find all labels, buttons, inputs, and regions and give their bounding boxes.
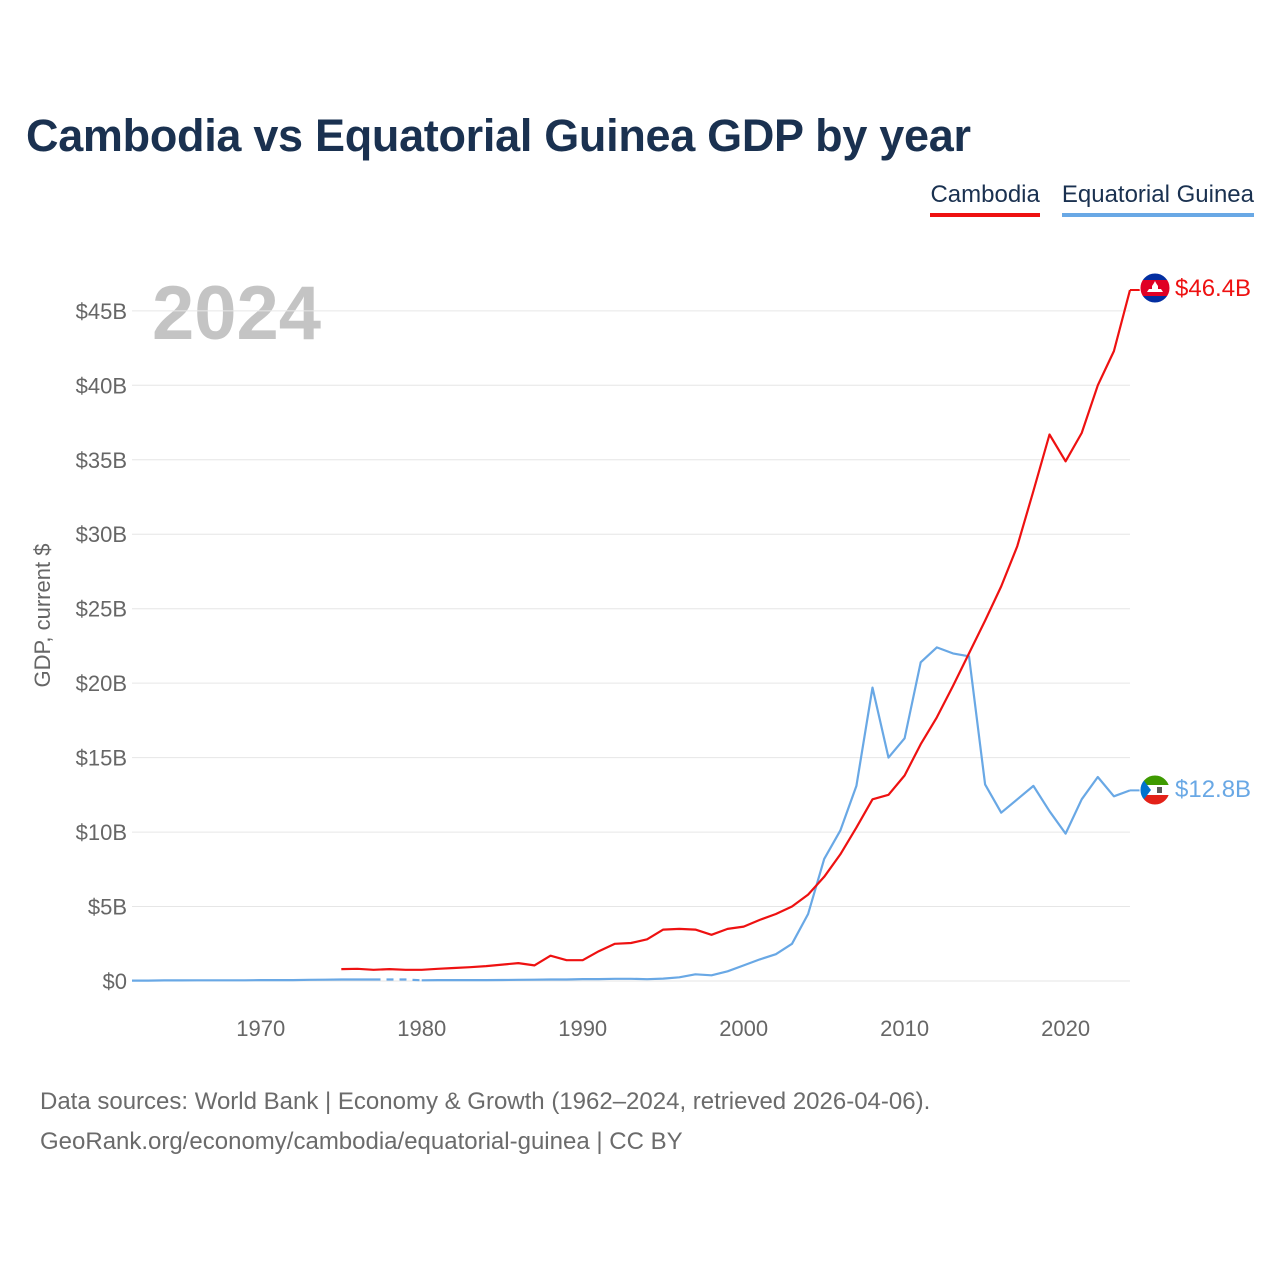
y-tick-label: $30B: [76, 522, 127, 547]
chart-title: Cambodia vs Equatorial Guinea GDP by yea…: [26, 110, 971, 161]
series-line-equatorial-guinea: [132, 646, 1131, 982]
equatorial-guinea-flag-icon: [1139, 774, 1171, 806]
y-axis-label: GDP, current $: [30, 544, 55, 688]
y-tick-label: $20B: [76, 671, 127, 696]
footer-link[interactable]: GeoRank.org/economy/cambodia/equatorial-…: [40, 1128, 683, 1155]
y-tick-label: $40B: [76, 373, 127, 398]
series-line-equatorial-guinea-dashed: [373, 978, 422, 982]
legend-item-cambodia[interactable]: Cambodia: [930, 181, 1040, 217]
legend: Cambodia Equatorial Guinea: [930, 181, 1254, 217]
footer: Data sources: World Bank | Economy & Gro…: [40, 1082, 930, 1162]
x-tick-label: 2000: [719, 1016, 768, 1041]
year-watermark: 2024: [152, 271, 321, 356]
series-line-cambodia: [341, 289, 1132, 971]
legend-item-equatorial-guinea[interactable]: Equatorial Guinea: [1061, 181, 1254, 217]
y-tick-label: $45B: [76, 299, 127, 324]
cambodia-flag-icon: [1139, 272, 1171, 304]
end-label-cambodia: $46.4B: [1175, 275, 1251, 302]
x-tick-label: 2020: [1041, 1016, 1090, 1041]
footer-sources: Data sources: World Bank | Economy & Gro…: [40, 1088, 931, 1115]
x-tick-label: 2010: [880, 1016, 929, 1041]
x-tick-label: 1970: [236, 1016, 285, 1041]
x-tick-label: 1980: [397, 1016, 446, 1041]
y-tick-label: $35B: [76, 448, 127, 473]
y-tick-label: $25B: [76, 597, 127, 622]
y-tick-label: $0: [103, 969, 127, 994]
y-tick-label: $15B: [76, 746, 127, 771]
y-tick-label: $10B: [76, 820, 127, 845]
end-label-equatorial-guinea: $12.8B: [1175, 776, 1251, 803]
y-tick-label: $5B: [88, 895, 127, 920]
x-tick-label: 1990: [558, 1016, 607, 1041]
